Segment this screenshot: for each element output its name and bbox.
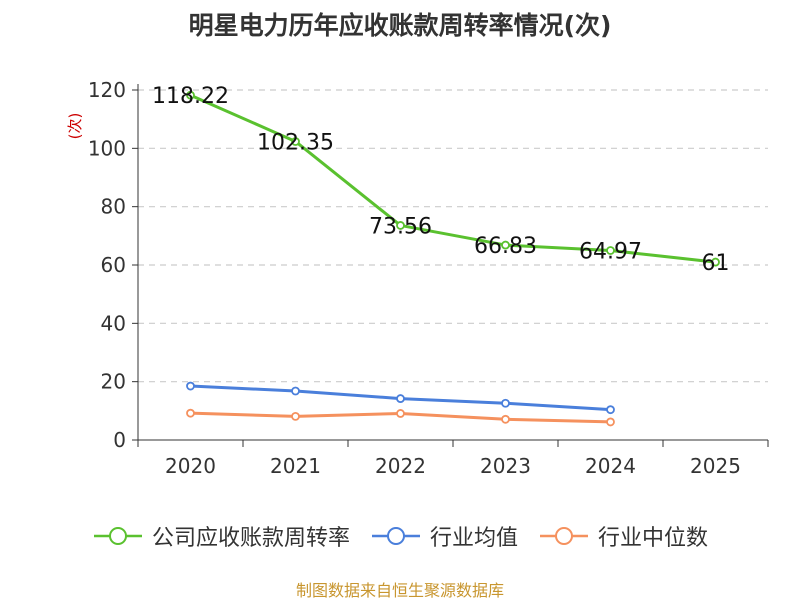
y-tick-label: 0 [113, 428, 126, 452]
x-tick-label: 2022 [375, 454, 426, 478]
x-tick-label: 2024 [585, 454, 636, 478]
y-tick-label: 40 [101, 311, 126, 335]
grid-layer [138, 89, 768, 383]
y-tick-label: 80 [101, 195, 126, 219]
x-tick-label: 2021 [270, 454, 321, 478]
label-layer: 118.22 102.35 73.56 66.83 64.97 61 [152, 84, 729, 276]
data-point [291, 137, 300, 146]
data-point [501, 240, 510, 250]
data-point [291, 411, 300, 421]
legend: 公司应收账款周转率 行业均值 行业中位数 [0, 518, 800, 554]
legend-marker [540, 527, 588, 545]
legend-item-2[interactable]: 行业中位数 [538, 520, 708, 552]
data-point [396, 409, 405, 418]
source-note: 制图数据来自恒生聚源数据库 [295, 581, 504, 600]
data-point [186, 381, 195, 391]
y-axis-label: (次) [66, 113, 84, 140]
series-layer [186, 90, 720, 427]
data-label: 64.97 [579, 240, 642, 265]
data-label: 61 [702, 251, 730, 276]
data-label: 118.22 [152, 84, 229, 109]
y-tick-label: 20 [101, 370, 126, 394]
y-tick-label: 120 [88, 78, 126, 102]
data-label: 66.83 [474, 234, 537, 259]
data-point [186, 90, 195, 100]
y-tick-label: 60 [101, 253, 126, 277]
legend-item-0[interactable]: 公司应收账款周转率 [92, 520, 350, 552]
legend-marker [371, 527, 420, 545]
data-point [606, 417, 615, 427]
data-point [501, 414, 510, 424]
data-point [606, 405, 615, 415]
data-point [711, 257, 720, 267]
data-label: 102.35 [257, 130, 334, 155]
legend-item-1[interactable]: 行业均值 [370, 520, 518, 552]
data-point [186, 408, 195, 418]
legend-label: 公司应收账款周转率 [151, 526, 350, 551]
legend-label: 行业均值 [429, 526, 518, 551]
chart-title: 明星电力历年应收账款周转率情况(次) [188, 11, 612, 40]
series-line-0 [189, 93, 717, 264]
data-point [396, 394, 405, 403]
legend-label: 行业中位数 [598, 526, 709, 551]
data-point [501, 398, 510, 408]
data-point [396, 221, 405, 230]
x-tick-label: 2020 [165, 454, 216, 478]
data-label: 73.56 [369, 214, 432, 239]
legend-marker [93, 527, 142, 545]
data-point [606, 246, 615, 255]
x-tick-label: 2025 [690, 454, 741, 478]
data-point [291, 386, 300, 396]
y-tick-label: 100 [88, 136, 126, 160]
x-tick-label: 2023 [480, 454, 531, 478]
axis-layer: 0 20 40 60 80 100 120(次) 2020 2021 2022 2023 2024 20… [66, 78, 769, 478]
